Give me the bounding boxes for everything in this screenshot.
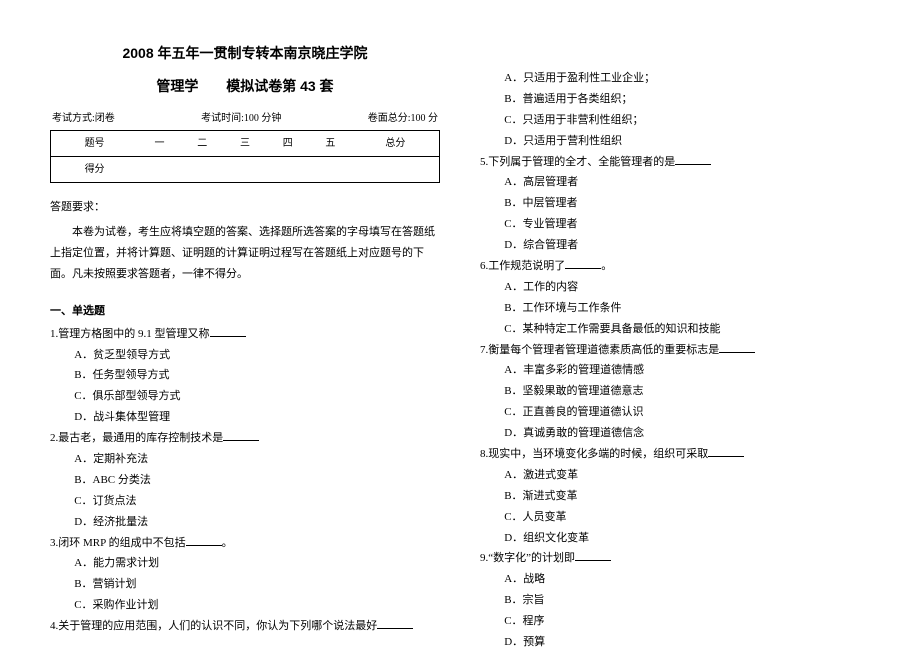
option: A．工作的内容 [480,277,870,298]
option: A．只适用于盈利性工业企业； [480,68,870,89]
paper-label: 模拟试卷第 43 套 [226,78,333,94]
option: D．战斗集体型管理 [50,407,440,428]
cell [181,157,224,183]
blank-line [719,343,755,353]
question-stem: 8.现实中，当环境变化多端的时候，组织可采取 [480,444,870,465]
option: A．贫乏型领导方式 [50,345,440,366]
cell: 二 [181,131,224,157]
left-column: 2008 年五年一贯制专转本南京晓庄学院 管理学 模拟试卷第 43 套 考试方式… [50,40,440,631]
option: A．定期补充法 [50,449,440,470]
exam-mode: 考试方式:闭卷 [52,109,115,128]
option: D．真诚勇敢的管理道德信念 [480,423,870,444]
questions-right: A．只适用于盈利性工业企业；B．普遍适用于各类组织；C．只适用于非营利性组织；D… [480,68,870,653]
option: C．订货点法 [50,491,440,512]
question: A．只适用于盈利性工业企业；B．普遍适用于各类组织；C．只适用于非营利性组织；D… [480,68,870,152]
cell [138,157,181,183]
table-row: 得分 [51,157,440,183]
cell: 总分 [352,131,440,157]
table-row: 题号 一 二 三 四 五 总分 [51,131,440,157]
section-title: 一、单选题 [50,301,440,322]
requirements-body: 本卷为试卷，考生应将填空题的答案、选择题所选答案的字母填写在答题纸上指定位置，并… [50,222,440,285]
question: 4.关于管理的应用范围，人们的认识不同，你认为下列哪个说法最好 [50,616,440,637]
exam-time: 考试时间:100 分钟 [201,109,281,128]
blank-line [708,447,744,457]
option: D．只适用于营利性组织 [480,131,870,152]
option: B．普遍适用于各类组织； [480,89,870,110]
option: C．人员变革 [480,507,870,528]
question: 7.衡量每个管理者管理道德素质高低的重要标志是A．丰富多彩的管理道德情感B．坚毅… [480,340,870,444]
cell [266,157,309,183]
stem-suffix: 。 [601,260,612,272]
blank-line [186,536,222,546]
cell: 三 [224,131,267,157]
right-column: A．只适用于盈利性工业企业；B．普遍适用于各类组织；C．只适用于非营利性组织；D… [480,40,870,631]
option: A．丰富多彩的管理道德情感 [480,360,870,381]
question-stem: 4.关于管理的应用范围，人们的认识不同，你认为下列哪个说法最好 [50,616,440,637]
option: D．组织文化变革 [480,528,870,549]
option: C．某种特定工作需要具备最低的知识和技能 [480,319,870,340]
blank-line [377,619,413,629]
question-stem: 1.管理方格图中的 9.1 型管理又称 [50,324,440,345]
option: C．专业管理者 [480,214,870,235]
blank-line [575,552,611,562]
stem-suffix: 。 [222,537,233,549]
question: 8.现实中，当环境变化多端的时候，组织可采取A．激进式变革B．渐进式变革C．人员… [480,444,870,548]
option: D．经济批量法 [50,512,440,533]
option: B．工作环境与工作条件 [480,298,870,319]
questions-left: 1.管理方格图中的 9.1 型管理又称A．贫乏型领导方式B．任务型领导方式C．俱… [50,324,440,637]
option: A．能力需求计划 [50,553,440,574]
option: C．正直善良的管理道德认识 [480,402,870,423]
question: 2.最古老，最通用的库存控制技术是A．定期补充法B．ABC 分类法C．订货点法D… [50,428,440,532]
option: B．宗旨 [480,590,870,611]
question-stem: 2.最古老，最通用的库存控制技术是 [50,428,440,449]
total-score: 卷面总分:100 分 [368,109,438,128]
question: 5.下列属于管理的全才、全能管理者的是A．高层管理者B．中层管理者C．专业管理者… [480,152,870,256]
title-main: 2008 年五年一贯制专转本南京晓庄学院 [50,40,440,67]
option: B．ABC 分类法 [50,470,440,491]
requirements-title: 答题要求： [50,197,440,218]
option: B．渐进式变革 [480,486,870,507]
option: B．营销计划 [50,574,440,595]
subject: 管理学 [156,78,198,94]
option: C．只适用于非营利性组织； [480,110,870,131]
option: B．中层管理者 [480,193,870,214]
question-stem: 7.衡量每个管理者管理道德素质高低的重要标志是 [480,340,870,361]
cell: 五 [309,131,352,157]
option: C．程序 [480,611,870,632]
question: 3.闭环 MRP 的组成中不包括。A．能力需求计划B．营销计划C．采购作业计划 [50,533,440,617]
option: B．坚毅果敢的管理道德意志 [480,381,870,402]
question-stem: 6.工作规范说明了。 [480,256,870,277]
blank-line [565,259,601,269]
question-stem: 9.“数字化”的计划即 [480,548,870,569]
meta-row: 考试方式:闭卷 考试时间:100 分钟 卷面总分:100 分 [50,109,440,128]
option: C．采购作业计划 [50,595,440,616]
option: A．战略 [480,569,870,590]
question-stem: 3.闭环 MRP 的组成中不包括。 [50,533,440,554]
option: D．综合管理者 [480,235,870,256]
title-sub: 管理学 模拟试卷第 43 套 [50,73,440,100]
cell: 四 [266,131,309,157]
cell [224,157,267,183]
cell [309,157,352,183]
option: D．预算 [480,632,870,653]
option: A．高层管理者 [480,172,870,193]
question-stem: 5.下列属于管理的全才、全能管理者的是 [480,152,870,173]
cell: 一 [138,131,181,157]
cell [352,157,440,183]
blank-line [210,327,246,337]
question: 6.工作规范说明了。A．工作的内容B．工作环境与工作条件C．某种特定工作需要具备… [480,256,870,340]
option: B．任务型领导方式 [50,365,440,386]
question: 1.管理方格图中的 9.1 型管理又称A．贫乏型领导方式B．任务型领导方式C．俱… [50,324,440,428]
score-table: 题号 一 二 三 四 五 总分 得分 [50,130,440,183]
option: C．俱乐部型领导方式 [50,386,440,407]
blank-line [223,431,259,441]
question: 9.“数字化”的计划即A．战略B．宗旨C．程序D．预算 [480,548,870,652]
option: A．激进式变革 [480,465,870,486]
cell: 题号 [51,131,139,157]
cell: 得分 [51,157,139,183]
blank-line [675,155,711,165]
